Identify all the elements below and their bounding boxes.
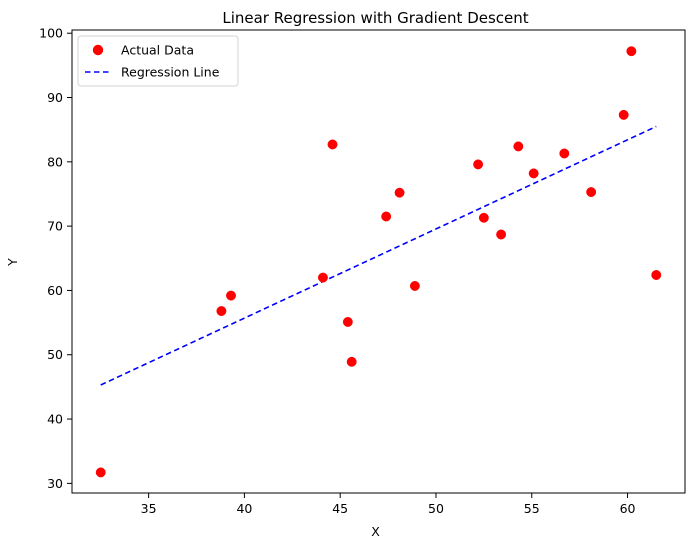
x-tick-label: 50 [428,501,444,516]
data-point [651,270,662,280]
data-point [478,212,489,223]
x-tick-label: 35 [141,501,157,516]
data-point [513,141,524,152]
x-tick-label: 55 [524,501,540,516]
x-tick-label: 60 [620,501,636,516]
data-point [473,159,484,170]
data-point [327,139,338,150]
y-tick-label: 30 [47,476,63,491]
x-tick-label: 45 [332,501,348,516]
data-point [409,280,420,291]
y-tick-label: 80 [47,154,63,169]
data-point [618,109,629,120]
x-axis-title: X [371,524,380,539]
legend-box [77,35,239,87]
data-point [394,187,405,198]
data-point [346,356,357,367]
y-tick-label: 100 [39,26,63,41]
data-point [342,316,353,327]
y-tick-label: 50 [47,347,63,362]
y-tick-label: 60 [47,283,63,298]
data-point [317,272,328,283]
axes-layer: 35 40 45 50 55 60 30 40 50 60 70 80 90 100 [39,26,686,516]
legend-label-regression-line: Regression Line [121,65,220,80]
chart-title: Linear Regression with Gradient Descent [222,9,528,27]
data-point [216,306,227,316]
data-point [226,290,236,301]
y-axis-title: Y [5,258,20,267]
data-point [586,187,597,198]
y-tick-label: 40 [47,412,63,427]
data-point [496,229,507,240]
data-point [381,211,392,222]
x-tick-label: 40 [236,501,252,516]
y-tick-label: 90 [47,90,63,105]
legend-marker-actual-data [92,44,104,56]
regression-line [100,125,657,386]
y-tick-label: 70 [47,219,63,234]
legend: Actual Data Regression Line [77,35,239,87]
data-point [528,168,539,179]
data-point [559,148,570,159]
data-point [95,467,106,478]
plot-frame [71,29,686,494]
legend-label-actual-data: Actual Data [121,43,194,58]
plot-area [95,46,662,478]
data-point [626,46,637,57]
